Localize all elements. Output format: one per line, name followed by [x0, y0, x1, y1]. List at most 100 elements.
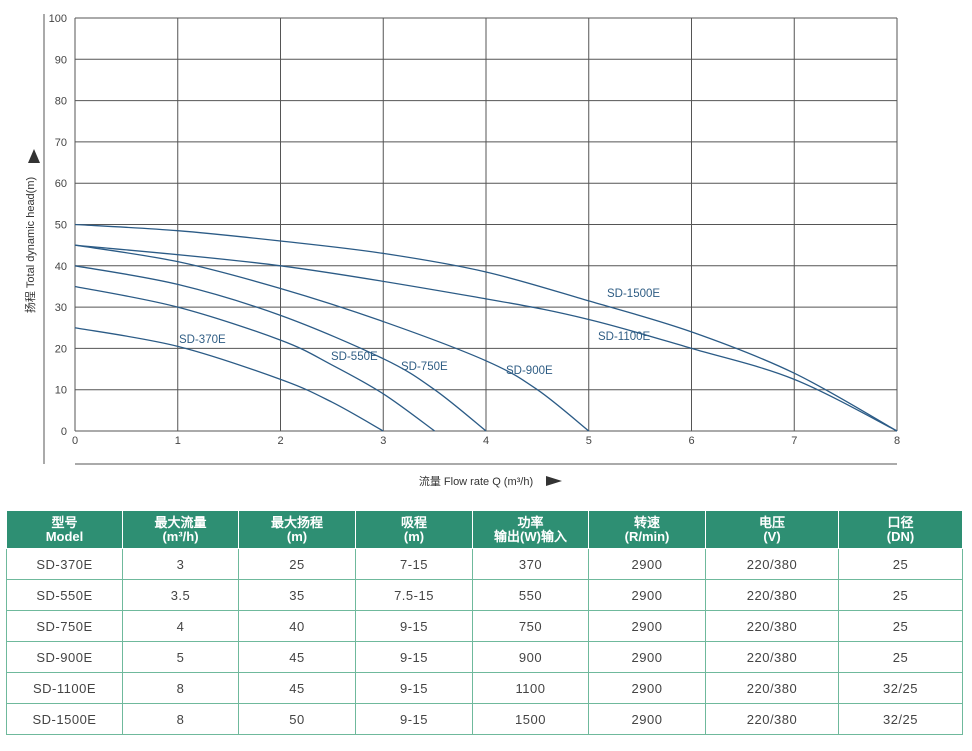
- series-label-sd-550e: SD-550E: [331, 351, 378, 363]
- table-cell: 25: [838, 641, 963, 673]
- column-header-line: 最大扬程: [270, 514, 323, 530]
- x-tick-label: 5: [586, 435, 592, 447]
- chart-grid: [74, 17, 898, 432]
- table-cell: 7-15: [355, 548, 473, 580]
- column-header: 最大扬程 (m): [238, 510, 356, 549]
- table-cell: 4: [122, 610, 239, 642]
- table-cell: 45: [238, 641, 356, 673]
- table-cell: 2900: [588, 579, 706, 611]
- column-header-line: 电压: [758, 514, 785, 530]
- table-header: 型号 Model 最大流量 (m³/h) 最大扬程 (m) 吸程 (m) 功率 输出(W)输入 转速…: [6, 510, 963, 549]
- table-cell: 1500: [472, 703, 589, 735]
- chart-series: [74, 223, 898, 432]
- x-tick-label: 2: [277, 435, 283, 447]
- series-label-sd-1500e: SD-1500E: [607, 288, 660, 300]
- curve-sd-550e: [74, 285, 436, 432]
- table-header-row: 型号 Model 最大流量 (m³/h) 最大扬程 (m) 吸程 (m) 功率 输出(W)输入 转速…: [6, 510, 963, 549]
- table-row: SD-1100E 8 45 9-15 1100 2900 220/380 32/25: [6, 672, 963, 704]
- y-tick-label: 90: [55, 54, 67, 66]
- column-header-line: 输出(W)输入: [494, 528, 567, 544]
- table-cell: 25: [838, 548, 963, 580]
- table-cell: 370: [472, 548, 589, 580]
- column-header-line: (V): [763, 528, 781, 544]
- table-row: SD-1500E 8 50 9-15 1500 2900 220/380 32/25: [6, 703, 963, 735]
- table-cell: 1100: [472, 672, 589, 704]
- x-axis-title: 流量 Flow rate Q (m³/h): [419, 474, 533, 488]
- table-cell: 8: [122, 672, 239, 704]
- x-tick-label: 7: [791, 435, 797, 447]
- table-cell: SD-1500E: [6, 703, 123, 735]
- table-cell: 2900: [588, 641, 706, 673]
- table-cell: 32/25: [838, 703, 963, 735]
- table-cell: 750: [472, 610, 589, 642]
- curve-sd-750e: [74, 265, 487, 432]
- y-tick-label: 0: [61, 426, 67, 438]
- column-header-line: 最大流量: [154, 514, 207, 530]
- table-row: SD-900E 5 45 9-15 900 2900 220/380 25: [6, 641, 963, 673]
- y-tick-label: 60: [55, 178, 67, 190]
- column-header: 电压 (V): [705, 510, 839, 549]
- y-tick-label: 80: [55, 96, 67, 108]
- table-cell: 220/380: [705, 610, 839, 642]
- table-cell: 8: [122, 703, 239, 735]
- table-cell: SD-370E: [6, 548, 123, 580]
- table-cell: 2900: [588, 548, 706, 580]
- table-cell: 2900: [588, 703, 706, 735]
- table-cell: 3.5: [122, 579, 239, 611]
- table-cell: 32/25: [838, 672, 963, 704]
- table-cell: 9-15: [355, 641, 473, 673]
- table-row: SD-750E 4 40 9-15 750 2900 220/380 25: [6, 610, 963, 642]
- table-cell: 40: [238, 610, 356, 642]
- series-label-sd-1100e: SD-1100E: [598, 331, 651, 343]
- table-cell: 220/380: [705, 641, 839, 673]
- column-header: 转速 (R/min): [588, 510, 706, 549]
- column-header-line: Model: [45, 528, 84, 544]
- y-axis-title: 扬程 Total dynamic head(m): [23, 177, 37, 313]
- table-cell: 220/380: [705, 548, 839, 580]
- table-cell: 900: [472, 641, 589, 673]
- column-header-line: 型号: [51, 514, 78, 530]
- x-axis-arrow-icon: [546, 476, 562, 486]
- table-cell: 2900: [588, 672, 706, 704]
- y-tick-label: 70: [55, 137, 67, 149]
- table-row: SD-370E 3 25 7-15 370 2900 220/380 25: [6, 548, 963, 580]
- table-cell: 45: [238, 672, 356, 704]
- table-cell: 25: [838, 610, 963, 642]
- table-cell: 35: [238, 579, 356, 611]
- column-header-line: (R/min): [624, 528, 670, 544]
- series-label-sd-750e: SD-750E: [401, 361, 448, 373]
- table-cell: SD-900E: [6, 641, 123, 673]
- table-cell: 9-15: [355, 610, 473, 642]
- table-cell: 9-15: [355, 703, 473, 735]
- chart-series-labels: SD-370E SD-550E SD-750E SD-900E SD-1100E SD-1…: [179, 288, 660, 377]
- curve-sd-1500e: [74, 223, 898, 432]
- table-cell: 550: [472, 579, 589, 611]
- table-cell: 9-15: [355, 672, 473, 704]
- pump-spec-table: 型号 Model 最大流量 (m³/h) 最大扬程 (m) 吸程 (m) 功率 输出(W)输入 转速…: [6, 510, 963, 735]
- x-tick-label: 3: [380, 435, 386, 447]
- table-cell: 25: [238, 548, 356, 580]
- curve-sd-370e: [74, 327, 384, 432]
- x-tick-label: 8: [894, 435, 900, 447]
- y-tick-label: 20: [55, 343, 67, 355]
- table-cell: SD-550E: [6, 579, 123, 611]
- column-header-line: (DN): [886, 528, 915, 544]
- curve-sd-1100e: [74, 244, 898, 432]
- y-tick-label: 100: [49, 13, 67, 25]
- column-header-line: 功率: [517, 514, 544, 530]
- x-tick-label: 0: [72, 435, 78, 447]
- y-tick-label: 50: [55, 220, 67, 232]
- series-label-sd-370e: SD-370E: [179, 334, 226, 346]
- y-tick-label: 30: [55, 302, 67, 314]
- column-header: 吸程 (m): [355, 510, 473, 549]
- column-header-line: 转速: [633, 514, 660, 530]
- y-axis-arrow-icon: [28, 149, 40, 163]
- table-cell: 7.5-15: [355, 579, 473, 611]
- column-header: 口径 (DN): [838, 510, 963, 549]
- column-header-line: (m³/h): [162, 528, 199, 544]
- table-cell: 220/380: [705, 579, 839, 611]
- column-header-line: 吸程: [400, 514, 427, 530]
- column-header-line: (m): [403, 528, 425, 544]
- column-header: 型号 Model: [6, 510, 123, 549]
